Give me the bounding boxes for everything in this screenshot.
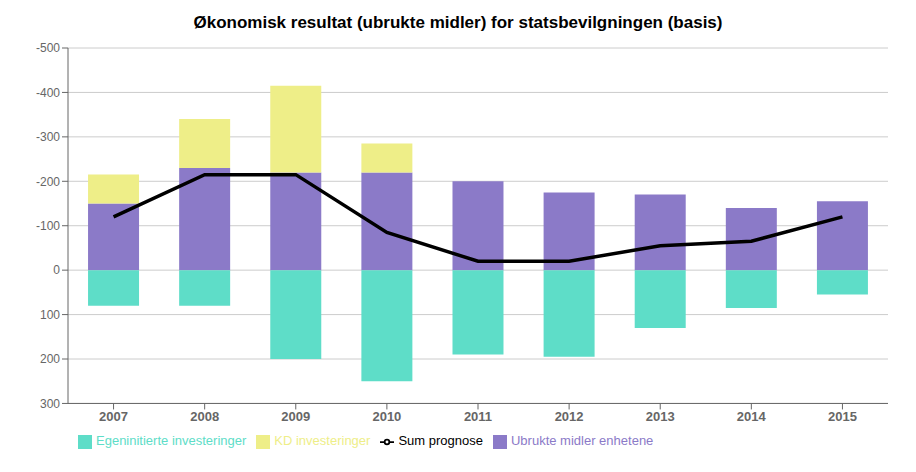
svg-text:-300: -300 xyxy=(36,130,60,144)
svg-text:300: 300 xyxy=(40,397,60,411)
html-text:Sum prognose: Sum prognose xyxy=(398,433,483,449)
svg-text:2012: 2012 xyxy=(555,409,584,424)
svg-text:2013: 2013 xyxy=(646,409,675,424)
svg-text:100: 100 xyxy=(40,308,60,322)
html-text:KD investeringer: KD investeringer xyxy=(274,433,371,449)
svg-text:2009: 2009 xyxy=(281,409,310,424)
svg-text:200: 200 xyxy=(40,352,60,366)
svg-text:0: 0 xyxy=(53,263,60,277)
svg-text:-100: -100 xyxy=(36,219,60,233)
svg-text:2014: 2014 xyxy=(737,409,767,424)
html-text:Økonomisk resultat (ubrukte mi: Økonomisk resultat (ubrukte midler) for … xyxy=(193,13,723,32)
svg-text:-500: -500 xyxy=(36,41,60,55)
svg-text:-200: -200 xyxy=(36,175,60,189)
svg-text:2015: 2015 xyxy=(828,409,857,424)
svg-text:-400: -400 xyxy=(36,86,60,100)
svg-text:2011: 2011 xyxy=(464,409,492,424)
svg-text:2010: 2010 xyxy=(372,409,401,424)
svg-text:2007: 2007 xyxy=(99,409,128,424)
svg-text:2008: 2008 xyxy=(190,409,219,424)
html-text:Egeninitierte investeringer: Egeninitierte investeringer xyxy=(96,433,247,449)
html-text:Ubrukte midler enhetene: Ubrukte midler enhetene xyxy=(511,433,654,449)
